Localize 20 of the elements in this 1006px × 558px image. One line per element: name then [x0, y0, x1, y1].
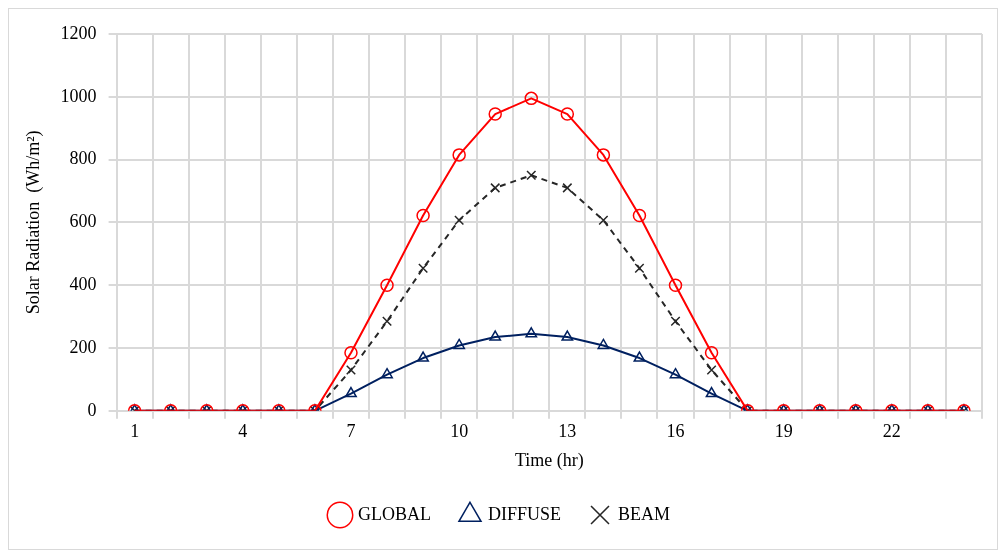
y-tick-label: 1200: [60, 22, 97, 43]
y-axis-title: Solar Radiation (Wh/m²): [22, 130, 44, 315]
y-tick-label: 1000: [60, 85, 97, 106]
x-axis-title: Time (hr): [514, 449, 584, 471]
y-tick-label: 800: [69, 148, 97, 169]
x-tick-label: 19: [774, 421, 793, 442]
y-tick-label: 0: [87, 399, 97, 420]
x-tick-label: 13: [558, 421, 577, 442]
x-tick-label: 16: [666, 421, 685, 442]
x-tick-label: 7: [346, 421, 356, 442]
y-tick-label: 400: [69, 273, 97, 294]
y-tick-label: 200: [69, 336, 97, 357]
x-tick-label: 10: [450, 421, 469, 442]
legend-label: GLOBAL: [357, 503, 431, 524]
x-tick-label: 4: [238, 421, 248, 442]
legend-label: BEAM: [618, 503, 671, 524]
legend-label: DIFFUSE: [487, 503, 562, 524]
x-tick-label: 22: [882, 421, 901, 442]
x-tick-label: 1: [130, 421, 140, 442]
y-tick-label: 600: [69, 211, 97, 232]
